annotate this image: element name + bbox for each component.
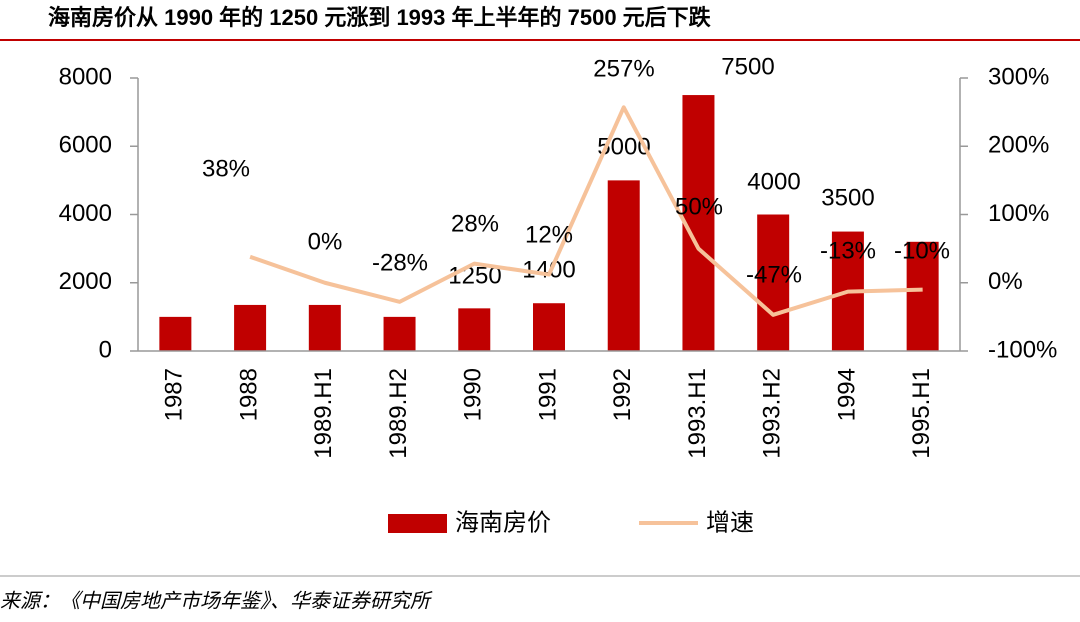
bar [757,214,790,351]
y-tick-label: 4000 [59,200,112,227]
bar [533,303,565,351]
bar-label: 4000 [747,168,800,195]
y2-tick-label: 200% [988,132,1049,159]
x-tick-label: 1988 [235,368,262,421]
growth-label: 0% [308,228,343,255]
bar [607,180,640,351]
y-tick-label: 2000 [59,268,112,295]
bar [159,316,192,351]
growth-label: -10% [894,237,950,264]
y2-tick-label: 100% [988,200,1049,227]
y2-tick-label: -100% [988,336,1057,363]
bar-label: 7500 [721,53,774,80]
x-tick-label: 1987 [161,368,188,421]
bar-label: 3500 [821,184,874,211]
x-tick-label: 1989.H1 [310,368,337,459]
growth-label: 38% [202,155,250,182]
growth-label: -47% [746,261,802,288]
growth-label: 28% [451,210,499,237]
x-tick-label: 1993.H2 [759,368,786,459]
chart-title: 海南房价从 1990 年的 1250 元涨到 1993 年上半年的 7500 元… [48,5,712,30]
x-tick-label: 1993.H1 [684,368,711,459]
y2-tick-label: 0% [988,268,1023,295]
bar [308,304,341,351]
legend-label: 海南房价 [455,509,551,536]
x-tick-label: 1991 [534,368,561,421]
bar [234,304,267,351]
x-tick-label: 1989.H2 [385,368,412,459]
bar [458,308,491,351]
growth-label: -28% [372,249,428,276]
y-tick-label: 0 [99,336,112,363]
legend-swatch [388,514,447,533]
growth-label: 257% [593,55,654,82]
x-tick-label: 1992 [609,368,636,421]
growth-label: -13% [820,237,876,264]
growth-label: 50% [675,193,723,220]
y-tick-label: 6000 [59,132,112,159]
x-tick-label: 1994 [833,368,860,421]
x-tick-label: 1995.H1 [908,368,935,459]
source-note: 来源：《中国房地产市场年鉴》、华泰证券研究所 [0,590,433,612]
bar [383,316,416,351]
growth-line [249,105,923,317]
growth-label: 12% [525,221,573,248]
bar [682,95,715,351]
y2-tick-label: 300% [988,63,1049,90]
x-tick-label: 1990 [460,368,487,421]
bar [906,241,939,351]
y-tick-label: 8000 [59,63,112,90]
legend-label: 增速 [706,509,754,536]
